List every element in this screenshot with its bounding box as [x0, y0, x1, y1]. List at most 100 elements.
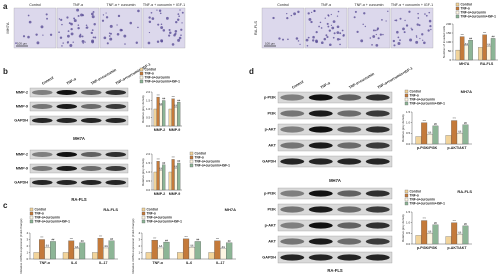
cell-dot [421, 33, 424, 36]
cell-dot [375, 43, 379, 47]
y-tick-label: 0.0 [146, 188, 151, 192]
cell-dot [297, 40, 300, 42]
significance-mark: && [190, 243, 194, 247]
cell-dot [369, 37, 372, 39]
legend-swatch [139, 79, 144, 84]
cell-dot [336, 31, 340, 34]
lane-label: TNF-α + curcumin + IGF-1 [143, 3, 185, 7]
micrograph [13, 7, 57, 49]
cell-dot [101, 19, 105, 22]
cell-dot [168, 28, 171, 32]
cell-dot [299, 43, 301, 46]
bar [490, 38, 496, 61]
cell-dot [124, 43, 126, 45]
blot-row-label: p-AKT [265, 128, 277, 132]
cell-dot [306, 44, 309, 47]
cell-dot [416, 36, 418, 38]
cell-dot [177, 13, 180, 16]
cell-dot [326, 22, 329, 25]
bar [208, 252, 215, 260]
lane-label: Control [41, 76, 54, 86]
blot-band [105, 179, 127, 186]
cell-dot [372, 29, 375, 32]
y-tick-label: 0 [139, 257, 141, 261]
blot-strip [277, 107, 393, 120]
cell-dot [72, 41, 74, 43]
bar [157, 247, 164, 260]
legend-label: Control [410, 189, 421, 193]
significance-mark: *** [172, 95, 175, 99]
lane-label: Control [291, 80, 304, 90]
bar [445, 236, 452, 245]
chart-title: RA-FLS [457, 189, 472, 194]
cell-dot [175, 20, 178, 24]
cell-dot [148, 31, 151, 34]
y-tick-label: 0 [27, 257, 29, 261]
bar [462, 124, 469, 145]
blot-row-label: MMP-2 [16, 153, 28, 157]
blot-strip [277, 203, 393, 216]
bar [451, 120, 458, 145]
cell-dot [408, 10, 411, 13]
cell-dot [417, 17, 420, 19]
bar [108, 240, 115, 260]
blot-band [56, 165, 78, 172]
blot-strip [277, 187, 393, 200]
cell-dot [293, 12, 297, 16]
cell-dot [79, 33, 82, 36]
x-tick-label: TNF-α [39, 261, 50, 265]
bar [426, 233, 433, 245]
y-tick-label: 1.0 [406, 220, 411, 224]
chart-title: RA-FLS [103, 207, 118, 212]
blot-band [105, 151, 127, 158]
cell-dot [382, 33, 384, 36]
y-axis-label: Relative grey density [401, 114, 405, 142]
bar [62, 252, 69, 260]
cell-dot [160, 40, 163, 43]
bar [68, 240, 75, 260]
micrograph [390, 7, 434, 49]
significance-mark: ## [434, 122, 437, 126]
cell-dot [159, 12, 162, 15]
blot-strip [29, 177, 129, 188]
blot-band [365, 238, 390, 245]
chart-title: MH7A [461, 89, 472, 94]
significance-mark: ## [464, 121, 467, 125]
legend-label: TNF-α+curcumin+IGF-1 [410, 201, 446, 205]
blot-band [308, 94, 333, 101]
significance-mark: && [104, 244, 108, 248]
cell-dot [148, 16, 151, 19]
y-tick-label: 3 [139, 237, 141, 241]
cell-dot [372, 35, 376, 38]
cell-dot [394, 19, 396, 21]
cell-dot [323, 37, 327, 41]
cell-dot [36, 41, 40, 45]
blot-row-label: GAPDH [262, 160, 276, 164]
blot-band [280, 142, 305, 149]
y-tick-label: 2 [27, 244, 29, 248]
bar [153, 171, 157, 191]
cell-dot [103, 36, 107, 40]
blot-band [31, 179, 53, 186]
legend-label: TNF-α+curcumin [461, 10, 486, 14]
cell-dot [295, 37, 299, 40]
y-tick-label: 50 [448, 49, 452, 53]
blot-band [337, 94, 362, 101]
bar [159, 170, 163, 191]
blot-strip [277, 91, 393, 104]
blot-band [280, 222, 305, 229]
bar [456, 133, 463, 145]
cell-dot [49, 33, 53, 36]
legend-label: TNF-α+curcumin [195, 159, 220, 163]
blot-band [365, 142, 390, 149]
legend-label: TNF-α+curcumin+IGF-1 [461, 14, 497, 18]
legend-swatch [189, 159, 194, 164]
y-tick-label: 2.0 [146, 152, 151, 156]
cell-dot [360, 39, 364, 43]
blot-band [308, 238, 333, 245]
bar [145, 252, 152, 260]
bar [79, 242, 86, 260]
cell-dot [379, 33, 382, 36]
cell-dot [90, 31, 93, 35]
cell-dot [395, 19, 398, 22]
